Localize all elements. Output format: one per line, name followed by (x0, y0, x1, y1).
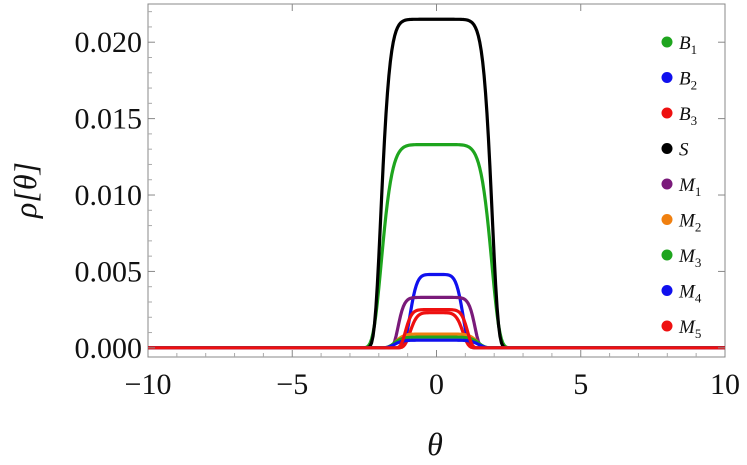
y-tick-label: 0.000 (75, 332, 143, 365)
series-line-m5 (147, 308, 726, 350)
legend-label-subscript: 2 (695, 220, 702, 235)
legend-label: B1 (679, 33, 697, 57)
legend-marker (661, 72, 673, 83)
x-tick-label: 10 (710, 368, 740, 401)
legend-marker (661, 285, 673, 296)
y-tick-label: 0.005 (75, 255, 143, 288)
legend-marker (661, 107, 673, 119)
legend-label-subscript: 1 (691, 42, 698, 57)
legend-label-main: M (678, 317, 696, 338)
legend-label: B2 (679, 69, 697, 93)
x-tick-label: 0 (429, 368, 444, 401)
plot-frame (147, 3, 726, 358)
plot-border (147, 3, 726, 358)
legend-label: S (679, 140, 689, 161)
legend-label-main: S (679, 140, 689, 161)
legend-label-main: M (678, 246, 696, 267)
legend-label-main: M (678, 211, 696, 232)
x-axis-title: θ (427, 426, 443, 462)
legend-label-subscript: 5 (695, 326, 702, 341)
legend-label: M2 (678, 211, 701, 235)
legend-label-subscript: 2 (691, 78, 698, 93)
y-tick-label: 0.010 (75, 179, 143, 212)
legend-label: M4 (678, 282, 702, 306)
y-tick-label: 0.015 (75, 103, 143, 136)
x-tick-label: −5 (276, 368, 308, 401)
legend-label: M3 (678, 246, 701, 270)
legend-label-subscript: 4 (695, 291, 702, 306)
legend-marker (661, 214, 673, 225)
legend-label-main: M (678, 282, 696, 303)
legend-marker (661, 143, 673, 154)
legend-marker (661, 320, 673, 332)
legend-label: M1 (678, 175, 701, 199)
x-tick-label: −10 (125, 368, 172, 401)
legend-label-subscript: 3 (691, 113, 698, 128)
legend-label-subscript: 1 (695, 184, 702, 199)
legend-label: B3 (679, 104, 697, 128)
legend-marker (661, 36, 673, 48)
y-tick-label: 0.020 (75, 26, 143, 59)
legend-label-main: B (679, 104, 691, 125)
series-line-b1 (147, 142, 726, 350)
legend-marker (661, 249, 673, 261)
series-line-b3 (147, 311, 726, 350)
y-axis-title: ρ[θ] (7, 162, 43, 219)
legend-label-subscript: 3 (695, 255, 702, 270)
legend-label: M5 (678, 317, 701, 341)
series-layer (147, 17, 726, 350)
legend-label-main: B (679, 69, 691, 90)
ticks-layer: −10 −5 0 5 10 0.000 0.005 0.010 0.015 0.020 (75, 4, 740, 401)
legend-label-main: B (679, 33, 691, 54)
x-tick-label: 5 (573, 368, 588, 401)
legend-marker (661, 178, 673, 190)
legend-label-main: M (678, 175, 696, 196)
